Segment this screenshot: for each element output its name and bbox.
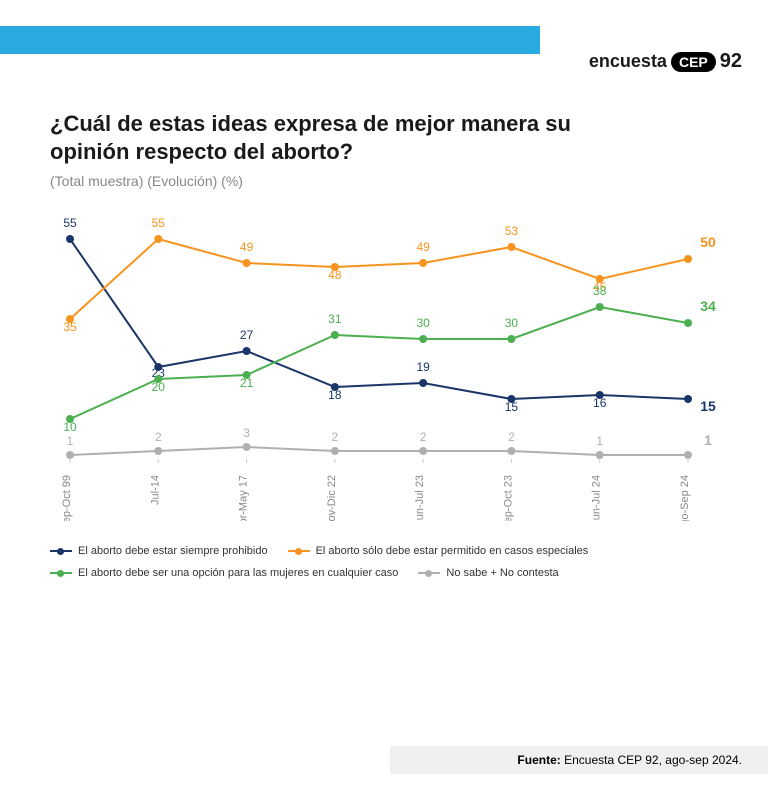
svg-text:34: 34 bbox=[700, 298, 716, 314]
line-chart: 5523271819151615355549484953455010202131… bbox=[40, 211, 728, 521]
svg-text:49: 49 bbox=[416, 240, 430, 254]
svg-text:16: 16 bbox=[593, 396, 607, 410]
legend-item: El aborto sólo debe estar permitido en c… bbox=[288, 541, 589, 562]
svg-text:Jun-Jul 24: Jun-Jul 24 bbox=[591, 475, 603, 521]
legend-label: No sabe + No contesta bbox=[446, 563, 558, 584]
svg-text:15: 15 bbox=[700, 398, 716, 414]
svg-text:30: 30 bbox=[505, 316, 519, 330]
svg-text:15: 15 bbox=[505, 400, 519, 414]
svg-text:Abr-May 17: Abr-May 17 bbox=[238, 475, 250, 521]
source-label: Fuente: bbox=[517, 753, 560, 767]
chart-title: ¿Cuál de estas ideas expresa de mejor ma… bbox=[50, 110, 650, 165]
brand-number: 92 bbox=[720, 50, 742, 73]
svg-text:18: 18 bbox=[328, 388, 342, 402]
legend-swatch bbox=[50, 550, 72, 552]
brand-block: encuesta CEP 92 bbox=[589, 50, 742, 73]
svg-text:Sep-Oct 99: Sep-Oct 99 bbox=[61, 475, 73, 521]
source-bar: Fuente: Encuesta CEP 92, ago-sep 2024. bbox=[390, 746, 768, 774]
svg-text:2: 2 bbox=[420, 430, 427, 444]
source-text: Fuente: Encuesta CEP 92, ago-sep 2024. bbox=[517, 753, 742, 767]
header-accent-bar bbox=[0, 26, 540, 54]
legend-item: El aborto debe ser una opción para las m… bbox=[50, 563, 398, 584]
svg-text:Sep-Oct 23: Sep-Oct 23 bbox=[502, 475, 514, 521]
svg-text:49: 49 bbox=[240, 240, 254, 254]
svg-text:10: 10 bbox=[63, 420, 77, 434]
svg-text:1: 1 bbox=[67, 434, 74, 448]
svg-text:2: 2 bbox=[332, 430, 339, 444]
svg-text:53: 53 bbox=[505, 224, 519, 238]
svg-text:35: 35 bbox=[63, 320, 77, 334]
svg-text:20: 20 bbox=[152, 380, 166, 394]
legend-label: El aborto debe ser una opción para las m… bbox=[78, 563, 398, 584]
chart-container: 5523271819151615355549484953455010202131… bbox=[40, 211, 728, 521]
svg-text:38: 38 bbox=[593, 284, 607, 298]
svg-text:19: 19 bbox=[416, 360, 430, 374]
source-value: Encuesta CEP 92, ago-sep 2024. bbox=[564, 753, 742, 767]
svg-text:Nov-Dic 22: Nov-Dic 22 bbox=[326, 475, 338, 521]
svg-text:1: 1 bbox=[596, 434, 603, 448]
svg-text:2: 2 bbox=[155, 430, 162, 444]
svg-text:2: 2 bbox=[508, 430, 515, 444]
chart-subtitle: (Total muestra) (Evolución) (%) bbox=[50, 173, 718, 189]
legend-swatch bbox=[50, 572, 72, 574]
svg-text:Jul-14: Jul-14 bbox=[149, 475, 161, 505]
svg-text:1: 1 bbox=[704, 432, 712, 448]
legend-label: El aborto sólo debe estar permitido en c… bbox=[316, 541, 589, 562]
brand-badge: CEP bbox=[671, 52, 716, 72]
legend-swatch bbox=[288, 550, 310, 552]
svg-text:55: 55 bbox=[63, 216, 77, 230]
legend-item: El aborto debe estar siempre prohibido bbox=[50, 541, 268, 562]
svg-text:55: 55 bbox=[152, 216, 166, 230]
legend-swatch bbox=[418, 572, 440, 574]
svg-text:30: 30 bbox=[416, 316, 430, 330]
svg-text:3: 3 bbox=[243, 426, 250, 440]
svg-text:Jun-Jul 23: Jun-Jul 23 bbox=[414, 475, 426, 521]
legend-label: El aborto debe estar siempre prohibido bbox=[78, 541, 268, 562]
legend-item: No sabe + No contesta bbox=[418, 563, 558, 584]
svg-text:Ago-Sep 24: Ago-Sep 24 bbox=[679, 475, 691, 521]
chart-legend: El aborto debe estar siempre prohibidoEl… bbox=[50, 539, 718, 584]
svg-text:27: 27 bbox=[240, 328, 254, 342]
svg-text:50: 50 bbox=[700, 234, 716, 250]
svg-text:48: 48 bbox=[328, 268, 342, 282]
svg-text:31: 31 bbox=[328, 312, 342, 326]
brand-word: encuesta bbox=[589, 51, 667, 72]
svg-text:21: 21 bbox=[240, 376, 254, 390]
